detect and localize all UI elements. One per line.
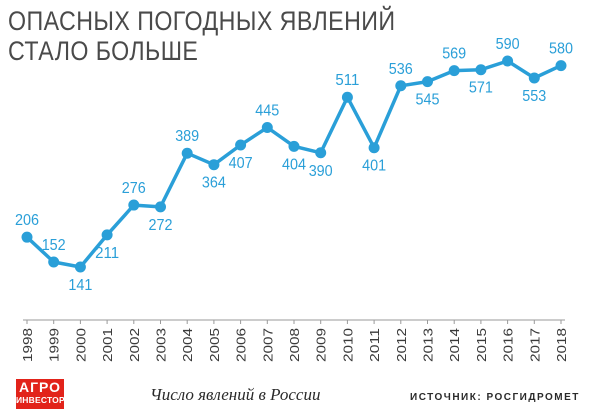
x-tick-label-2005: 2005 xyxy=(207,328,222,362)
data-label-2003: 272 xyxy=(149,217,173,234)
data-label-2004: 389 xyxy=(175,128,199,145)
chart-title-line-2: СТАЛО БОЛЬШЕ xyxy=(8,36,199,66)
data-label-2010: 511 xyxy=(335,72,359,89)
x-tick-label-2010: 2010 xyxy=(340,328,355,362)
data-label-2000: 141 xyxy=(68,277,92,294)
data-point-1998 xyxy=(21,231,33,243)
x-tick-label-2011: 2011 xyxy=(367,328,382,362)
data-label-2009: 390 xyxy=(309,163,333,180)
data-point-2006 xyxy=(235,139,247,151)
x-tick-label-2003: 2003 xyxy=(154,328,169,362)
data-point-2014 xyxy=(448,65,460,77)
data-label-1998: 206 xyxy=(15,212,39,229)
x-tick-label-2012: 2012 xyxy=(394,328,409,362)
x-tick-label-2014: 2014 xyxy=(447,328,462,362)
data-point-2002 xyxy=(128,199,140,211)
data-label-2005: 364 xyxy=(202,175,226,192)
data-point-2013 xyxy=(422,76,433,88)
data-label-2011: 401 xyxy=(362,158,386,175)
data-label-2017: 553 xyxy=(522,88,546,105)
data-point-2003 xyxy=(155,201,166,213)
data-label-2018: 580 xyxy=(549,41,573,58)
data-point-2005 xyxy=(208,159,220,171)
chart-caption: Число явлений в России xyxy=(150,385,321,404)
data-label-2013: 545 xyxy=(416,92,440,109)
x-tick-label-2002: 2002 xyxy=(127,328,142,362)
data-label-2014: 569 xyxy=(442,46,466,63)
data-point-2009 xyxy=(315,147,327,159)
chart-title-line-1: ОПАСНЫХ ПОГОДНЫХ ЯВЛЕНИЙ xyxy=(8,6,396,36)
x-tick-label-2018: 2018 xyxy=(554,328,569,362)
x-tick-label-2017: 2017 xyxy=(527,328,542,362)
data-point-2004 xyxy=(181,147,193,159)
x-tick-label-2016: 2016 xyxy=(501,328,516,362)
x-tick-label-1999: 1999 xyxy=(47,328,62,362)
data-label-2001: 211 xyxy=(95,245,119,262)
data-label-2007: 445 xyxy=(255,103,279,120)
logo-line-1: АГРО xyxy=(18,379,62,395)
x-tick-label-2013: 2013 xyxy=(421,328,436,362)
data-point-2012 xyxy=(395,80,407,92)
x-tick-label-2015: 2015 xyxy=(474,328,489,362)
data-point-2007 xyxy=(261,122,273,134)
x-tick-label-2000: 2000 xyxy=(73,328,88,362)
data-label-2002: 276 xyxy=(122,180,146,197)
x-tick-label-2006: 2006 xyxy=(234,328,249,362)
data-point-2018 xyxy=(555,60,567,72)
logo-line-2: ИНВЕСТОР xyxy=(16,395,65,405)
source-note: ИСТОЧНИК: РОСГИДРОМЕТ xyxy=(410,392,580,403)
data-label-2015: 571 xyxy=(469,80,493,97)
x-axis: 1998 1999 2000 2001 2002 2003 2004 2005 2006 2007… xyxy=(20,319,569,362)
data-point-2008 xyxy=(288,140,300,152)
data-point-2000 xyxy=(74,261,86,273)
data-point-2001 xyxy=(101,229,113,241)
agroinvestor-logo: АГРО ИНВЕСТОР xyxy=(16,379,65,409)
data-point-2017 xyxy=(528,72,540,84)
data-point-2016 xyxy=(502,55,514,67)
data-label-2006: 407 xyxy=(229,155,253,172)
data-points xyxy=(21,55,567,273)
x-tick-label-2008: 2008 xyxy=(287,328,302,362)
data-label-1999: 152 xyxy=(42,237,66,254)
data-point-2015 xyxy=(475,64,487,76)
chart-title: ОПАСНЫХ ПОГОДНЫХ ЯВЛЕНИЙ СТАЛО БОЛЬШЕ xyxy=(8,6,396,66)
x-tick-label-2007: 2007 xyxy=(260,328,275,362)
x-tick-label-2004: 2004 xyxy=(180,328,195,362)
data-label-2016: 590 xyxy=(496,36,520,53)
data-point-2010 xyxy=(341,91,353,103)
data-label-2012: 536 xyxy=(389,61,413,78)
data-point-2011 xyxy=(368,142,380,154)
data-label-2008: 404 xyxy=(282,156,306,173)
data-point-1999 xyxy=(48,256,60,268)
x-tick-label-1998: 1998 xyxy=(20,328,35,362)
x-tick-label-2009: 2009 xyxy=(314,328,329,362)
x-tick-label-2001: 2001 xyxy=(100,328,115,362)
